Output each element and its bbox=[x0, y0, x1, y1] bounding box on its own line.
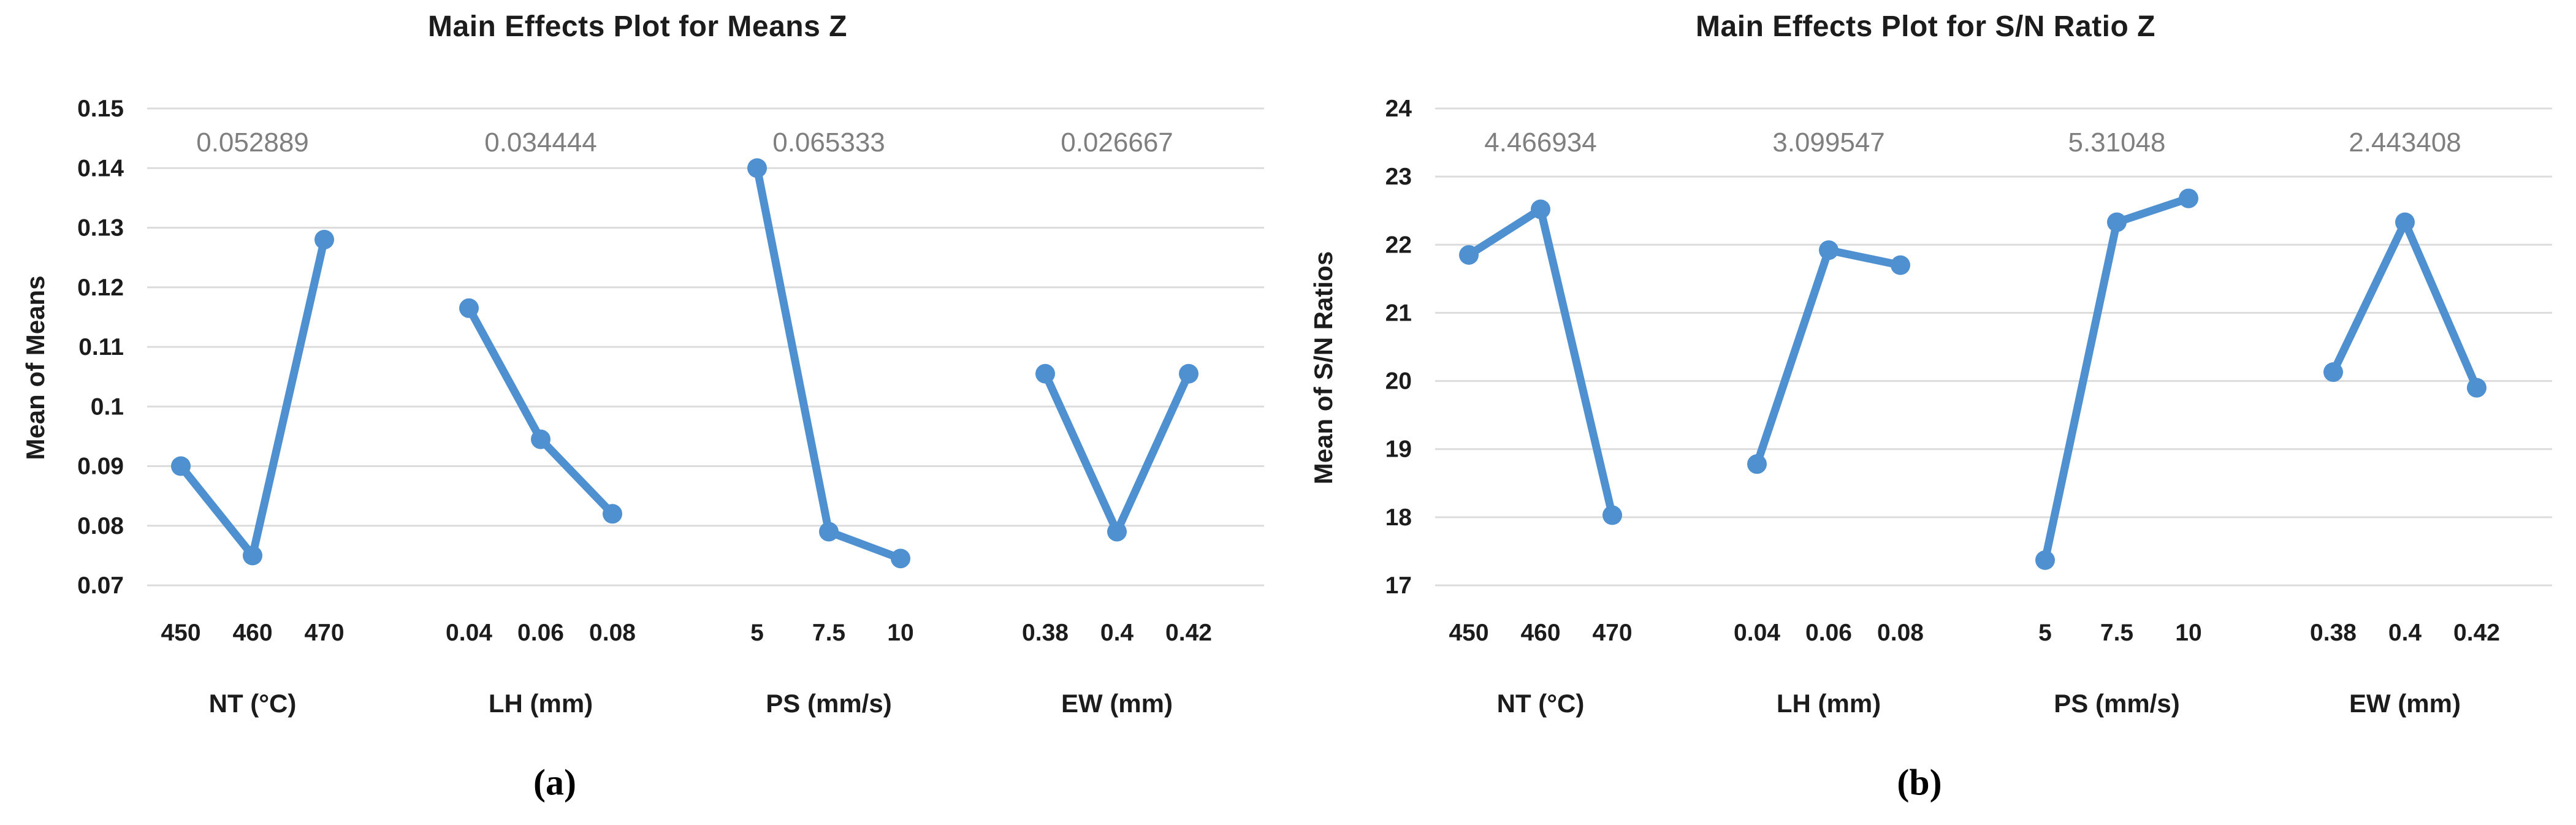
data-point-marker bbox=[819, 522, 839, 542]
x-category-label: 7.5 bbox=[812, 620, 845, 646]
y-tick-label: 0.11 bbox=[78, 334, 124, 360]
x-category-label: 5 bbox=[2038, 620, 2052, 646]
data-point-marker bbox=[314, 229, 334, 249]
y-tick-label: 0.15 bbox=[77, 96, 124, 122]
factor-label: NT (°C) bbox=[1497, 689, 1585, 718]
y-tick-label: 22 bbox=[1385, 232, 1412, 258]
x-category-label: 10 bbox=[2175, 620, 2201, 646]
data-point-marker bbox=[2107, 212, 2127, 232]
plot-area: 24 23 22 21 20 19 18 17 4.466934 450 460 470 NT (°C)… bbox=[1385, 96, 2552, 718]
data-point-marker bbox=[243, 546, 262, 566]
effect-value-label: 0.034444 bbox=[484, 127, 597, 158]
series-line bbox=[1753, 246, 1905, 468]
data-point-marker bbox=[531, 429, 551, 449]
data-point-marker bbox=[1819, 240, 1839, 260]
x-category-label: 0.04 bbox=[446, 620, 492, 646]
x-category-label: 0.04 bbox=[1734, 620, 1780, 646]
effect-value-label: 0.065333 bbox=[772, 127, 885, 158]
subfigure-caption: (a) bbox=[533, 762, 576, 803]
factor-label: LH (mm) bbox=[489, 689, 593, 718]
y-tick-label: 17 bbox=[1385, 572, 1412, 599]
effect-value-label: 5.31048 bbox=[2068, 127, 2165, 158]
x-category-label: 0.42 bbox=[2453, 620, 2500, 646]
x-category-label: 0.4 bbox=[2388, 620, 2422, 646]
effect-value-label: 3.099547 bbox=[1772, 127, 1885, 158]
y-tick-label: 0.07 bbox=[77, 572, 124, 599]
data-point-marker bbox=[891, 549, 910, 569]
data-point-marker bbox=[1107, 522, 1127, 542]
x-category-label: 0.06 bbox=[1805, 620, 1852, 646]
data-point-marker bbox=[2179, 188, 2198, 208]
x-category-label: 450 bbox=[1449, 620, 1488, 646]
y-tick-label: 21 bbox=[1385, 300, 1412, 326]
x-category-label: 460 bbox=[1520, 620, 1560, 646]
data-point-marker bbox=[2395, 212, 2415, 232]
series-line bbox=[1041, 370, 1193, 536]
data-point-marker bbox=[2035, 550, 2055, 570]
data-point-marker bbox=[603, 504, 622, 524]
data-point-marker bbox=[1531, 199, 1550, 219]
series-line bbox=[753, 164, 905, 563]
y-tick-label: 0.09 bbox=[77, 454, 124, 480]
data-point-marker bbox=[1747, 454, 1767, 474]
x-category-label: 0.42 bbox=[1165, 620, 1212, 646]
data-point-marker bbox=[2323, 362, 2343, 382]
x-category-label: 0.08 bbox=[1877, 620, 1924, 646]
data-point-marker bbox=[1179, 363, 1198, 384]
x-category-label: 0.08 bbox=[589, 620, 636, 646]
y-tick-label: 0.12 bbox=[77, 275, 124, 301]
series-line bbox=[2041, 194, 2193, 565]
plot-area: 0.15 0.14 0.13 0.12 0.11 0.1 0.09 0.08 0.07 0.052… bbox=[77, 96, 1264, 718]
y-tick-label: 0.08 bbox=[77, 513, 124, 539]
y-tick-label: 0.14 bbox=[77, 155, 124, 181]
effect-value-label: 0.052889 bbox=[196, 127, 309, 158]
x-category-label: 460 bbox=[232, 620, 272, 646]
y-tick-label: 18 bbox=[1385, 504, 1412, 531]
x-category-label: 5 bbox=[750, 620, 764, 646]
data-point-marker bbox=[1459, 245, 1479, 265]
y-tick-label: 0.13 bbox=[77, 215, 124, 241]
series-line bbox=[465, 304, 617, 518]
x-category-label: 0.06 bbox=[517, 620, 564, 646]
means-chart: Main Effects Plot for Means Z Mean of Me… bbox=[21, 10, 1264, 803]
series-line bbox=[1465, 205, 1617, 520]
data-point-marker bbox=[459, 298, 479, 318]
chart-title: Main Effects Plot for S/N Ratio Z bbox=[1696, 10, 2155, 43]
data-point-marker bbox=[1035, 363, 1055, 384]
y-tick-label: 0.1 bbox=[91, 393, 124, 420]
series-line bbox=[2329, 218, 2481, 392]
sn-ratio-chart: Main Effects Plot for S/N Ratio Z Mean o… bbox=[1288, 0, 2576, 825]
y-tick-label: 23 bbox=[1385, 164, 1412, 190]
y-tick-label: 19 bbox=[1385, 436, 1412, 463]
factor-label: EW (mm) bbox=[1061, 689, 1173, 718]
x-category-label: 470 bbox=[304, 620, 344, 646]
effect-value-label: 0.026667 bbox=[1061, 127, 1173, 158]
data-point-marker bbox=[171, 456, 191, 476]
factor-label: LH (mm) bbox=[1777, 689, 1881, 718]
factor-label: NT (°C) bbox=[209, 689, 297, 718]
x-category-label: 10 bbox=[887, 620, 913, 646]
factor-label: EW (mm) bbox=[2349, 689, 2461, 718]
x-category-label: 0.38 bbox=[1022, 620, 1069, 646]
data-point-marker bbox=[1602, 505, 1622, 525]
data-point-marker bbox=[747, 158, 767, 178]
factor-label: PS (mm/s) bbox=[766, 689, 891, 718]
y-tick-label: 20 bbox=[1385, 368, 1412, 395]
data-point-marker bbox=[1891, 255, 1910, 275]
x-category-label: 0.4 bbox=[1100, 620, 1134, 646]
chart-title: Main Effects Plot for Means Z bbox=[428, 10, 847, 43]
x-category-label: 7.5 bbox=[2100, 620, 2133, 646]
factor-label: PS (mm/s) bbox=[2054, 689, 2179, 718]
subfigure-caption: (b) bbox=[1897, 762, 1942, 803]
x-category-label: 0.38 bbox=[2310, 620, 2357, 646]
x-category-label: 470 bbox=[1592, 620, 1632, 646]
y-tick-label: 24 bbox=[1385, 96, 1412, 122]
effect-value-label: 2.443408 bbox=[2349, 127, 2461, 158]
effect-value-label: 4.466934 bbox=[1484, 127, 1597, 158]
data-point-marker bbox=[2467, 378, 2486, 398]
x-category-label: 450 bbox=[161, 620, 200, 646]
